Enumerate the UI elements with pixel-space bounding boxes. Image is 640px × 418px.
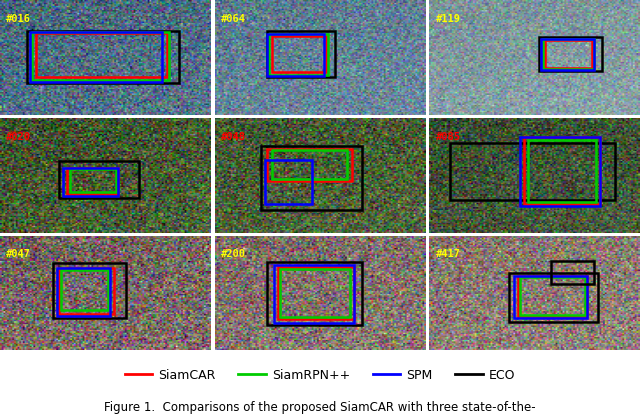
Bar [70, 169, 116, 192]
Text: #020: #020 [6, 132, 31, 142]
Bar [278, 267, 354, 319]
Bar [552, 261, 594, 284]
Text: #047: #047 [6, 249, 31, 259]
Bar [59, 268, 114, 314]
Bar [261, 146, 362, 210]
Bar [280, 269, 349, 317]
Text: #119: #119 [436, 14, 461, 24]
Bar [28, 31, 179, 83]
Bar [269, 34, 328, 75]
Bar [31, 32, 169, 80]
Bar [265, 160, 312, 204]
Bar [545, 40, 591, 68]
Bar [52, 263, 127, 318]
Bar [57, 268, 109, 316]
Bar [509, 273, 598, 322]
Text: #048: #048 [221, 132, 246, 142]
Bar [528, 140, 596, 201]
Bar [539, 37, 602, 71]
Text: #417: #417 [436, 249, 461, 259]
Bar [268, 34, 324, 76]
Bar [520, 277, 585, 315]
Bar [67, 168, 118, 194]
Bar [59, 161, 139, 198]
Bar [543, 39, 594, 69]
Legend: SiamCAR, SiamRPN++, SPM, ECO: SiamCAR, SiamRPN++, SPM, ECO [120, 364, 520, 387]
Bar [541, 39, 594, 70]
Bar [61, 270, 108, 310]
Text: #064: #064 [221, 14, 246, 24]
Bar [268, 149, 351, 181]
Bar [271, 36, 326, 72]
Bar [451, 143, 614, 201]
Text: #085: #085 [436, 132, 461, 142]
Bar [520, 137, 600, 206]
Bar [29, 32, 163, 82]
Bar [36, 33, 166, 77]
Bar [513, 276, 588, 318]
Text: #200: #200 [221, 249, 246, 259]
Bar [518, 276, 588, 316]
Text: Figure 1.  Comparisons of the proposed SiamCAR with three state-of-the-: Figure 1. Comparisons of the proposed Si… [104, 401, 536, 414]
Bar [274, 265, 354, 323]
Bar [524, 137, 600, 204]
Bar [268, 31, 335, 77]
Text: #016: #016 [6, 14, 31, 24]
Bar [268, 262, 362, 325]
Bar [63, 168, 118, 196]
Bar [271, 150, 348, 178]
